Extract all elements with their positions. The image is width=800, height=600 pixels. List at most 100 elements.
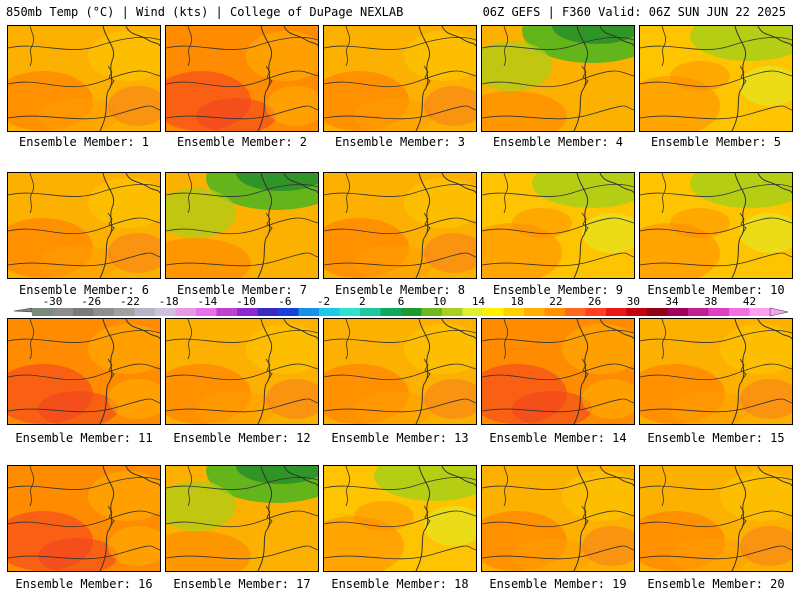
coastline-detail xyxy=(581,65,589,88)
height-contour xyxy=(8,477,160,490)
temperature-field-map xyxy=(324,26,476,131)
colorbar-swatch xyxy=(606,308,627,316)
ensemble-member-map xyxy=(165,465,319,572)
height-contour xyxy=(166,105,318,120)
temperature-field-map xyxy=(166,466,318,571)
temperature-region xyxy=(582,379,634,419)
temperature-region xyxy=(354,391,434,424)
height-contour xyxy=(8,217,160,235)
height-contour xyxy=(8,252,160,267)
coastline xyxy=(757,26,792,47)
coastline xyxy=(283,173,318,194)
height-contour xyxy=(324,363,476,381)
temperature-region xyxy=(424,506,476,546)
height-contour xyxy=(640,510,792,528)
colorbar-swatch xyxy=(52,308,74,316)
coastline-detail xyxy=(265,212,273,235)
height-contour xyxy=(8,545,160,560)
coastline xyxy=(441,173,476,194)
height-contour xyxy=(482,477,634,490)
ensemble-member-label: Ensemble Member: 5 xyxy=(650,135,782,149)
lake-outline xyxy=(345,319,351,360)
temperature-field-map xyxy=(482,173,634,278)
height-contour xyxy=(640,330,792,343)
temperature-region xyxy=(424,379,476,419)
coastline-detail xyxy=(423,65,431,88)
ensemble-member-map xyxy=(165,318,319,425)
coastline-detail xyxy=(581,505,589,528)
colorbar-swatch xyxy=(278,308,299,316)
ensemble-member-label: Ensemble Member: 17 xyxy=(173,577,311,591)
coastline-detail xyxy=(423,212,431,235)
height-contour xyxy=(8,398,160,413)
temperature-region xyxy=(354,98,434,131)
colorbar-swatch xyxy=(32,308,53,316)
colorbar-svg: -30 -26 -22 -18 -14 -10 -6 -2 2 6 10 14 18 22 26 30 34 38… xyxy=(13,296,789,317)
coastline-detail xyxy=(107,505,115,528)
ensemble-member-map xyxy=(7,172,161,279)
coastline xyxy=(99,466,115,571)
colorbar-tick-label: 30 xyxy=(627,296,640,308)
height-contour xyxy=(8,70,160,88)
colorbar-tick-label: -14 xyxy=(197,296,217,308)
height-contour xyxy=(324,330,476,343)
temperature-region xyxy=(166,481,236,531)
height-contour xyxy=(324,510,476,528)
colorbar-tick-label: 10 xyxy=(433,296,446,308)
temperature-field-map xyxy=(640,173,792,278)
lake-outline xyxy=(345,26,351,67)
colorbar-swatch xyxy=(749,308,771,316)
temperature-region xyxy=(424,86,476,126)
coastline xyxy=(125,466,160,487)
temperature-field-map xyxy=(166,319,318,424)
ensemble-member-label: Ensemble Member: 15 xyxy=(647,431,785,445)
colorbar-swatch xyxy=(524,308,545,316)
height-contour xyxy=(640,37,792,50)
height-contour xyxy=(482,217,634,235)
coastline xyxy=(257,26,273,131)
colorbar-tick-label: 42 xyxy=(743,296,756,308)
colorbar-swatch xyxy=(114,308,135,316)
chart-title: 850mb Temp (°C) | Wind (kts) | College o… xyxy=(6,5,404,19)
coastline xyxy=(415,466,431,571)
colorbar-tick-label: -26 xyxy=(81,296,101,308)
temperature-field-map xyxy=(640,26,792,131)
height-contour xyxy=(166,184,318,197)
coastline-detail xyxy=(739,505,747,528)
ensemble-member-map xyxy=(481,465,635,572)
ensemble-member-map xyxy=(165,25,319,132)
coastline xyxy=(731,173,747,278)
temperature-field-map xyxy=(640,319,792,424)
colorbar-swatch xyxy=(688,308,709,316)
coastline xyxy=(99,26,115,131)
height-contour xyxy=(324,217,476,235)
coastline xyxy=(283,466,318,487)
ensemble-member-map xyxy=(481,25,635,132)
height-contour xyxy=(482,70,634,88)
height-contour xyxy=(166,252,318,267)
height-contour xyxy=(8,363,160,381)
lake-outline xyxy=(503,466,509,507)
temperature-field-map xyxy=(166,26,318,131)
temperature-region xyxy=(166,188,236,238)
ensemble-member-map xyxy=(323,318,477,425)
coastline-detail xyxy=(107,212,115,235)
coastline-detail xyxy=(265,65,273,88)
colorbar-tick-label: 6 xyxy=(398,296,405,308)
temperature-region xyxy=(532,173,634,208)
temperature-region xyxy=(552,26,634,44)
temperature-colorbar: -30 -26 -22 -18 -14 -10 -6 -2 2 6 10 14 18 22 26 30 34 38… xyxy=(0,296,800,322)
coastline xyxy=(573,319,589,424)
temperature-region xyxy=(354,245,434,278)
coastline xyxy=(599,319,634,340)
colorbar-swatch xyxy=(442,308,463,316)
height-contour xyxy=(8,330,160,343)
ensemble-member-map xyxy=(481,318,635,425)
height-contour xyxy=(166,477,318,490)
coastline-detail xyxy=(739,358,747,381)
height-contour xyxy=(640,477,792,490)
temperature-region xyxy=(108,526,160,566)
coastline xyxy=(125,319,160,340)
lake-outline xyxy=(661,173,667,214)
coastline xyxy=(125,26,160,47)
